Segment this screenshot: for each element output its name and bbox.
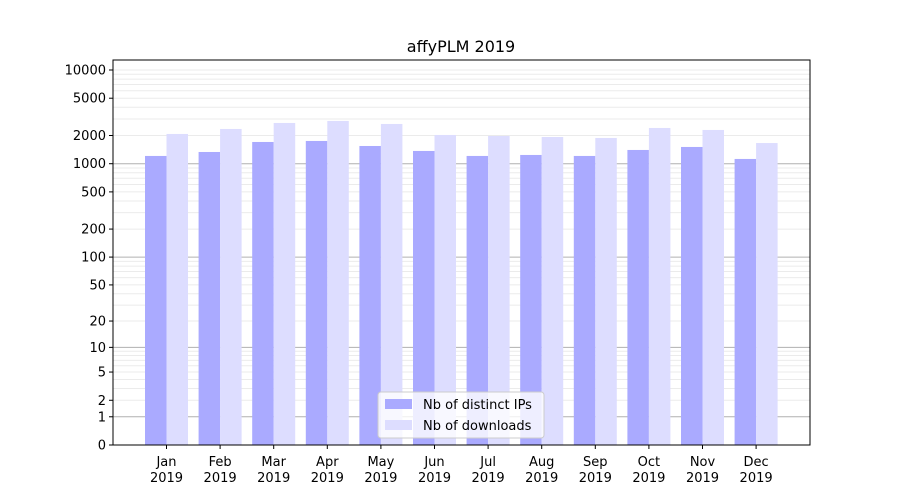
legend-frame [377, 391, 545, 439]
x-tick-label-year: 2019 [472, 471, 505, 486]
bar-downloads [327, 120, 349, 445]
y-tick-label: 2 [98, 394, 106, 409]
bar-distinct-ips [681, 146, 703, 445]
bar-distinct-ips [413, 150, 435, 446]
bar-downloads [541, 137, 564, 445]
x-tick-label-year: 2019 [418, 471, 451, 486]
bar-downloads [380, 123, 403, 446]
bar-distinct-ips [466, 155, 489, 445]
bar-distinct-ips [359, 145, 381, 445]
bar-distinct-ips [252, 141, 274, 446]
x-tick-label-year: 2019 [364, 471, 397, 486]
chart-title: affyPLM 2019 [407, 37, 515, 56]
y-tick-label: 2000 [73, 129, 106, 144]
x-tick-label-month: Mar [261, 455, 286, 470]
bar-downloads [220, 128, 242, 445]
y-tick-label: 20 [89, 315, 106, 330]
y-tick-label: 1000 [73, 157, 106, 172]
x-tick-label-year: 2019 [257, 471, 290, 486]
bar-downloads [702, 129, 724, 446]
x-tick-label-month: Jun [423, 455, 444, 470]
x-tick-label-year: 2019 [579, 471, 612, 486]
bar-downloads [595, 137, 617, 445]
bar-distinct-ips [145, 155, 167, 445]
bar-distinct-ips [520, 154, 542, 445]
y-tick-label: 10000 [65, 63, 106, 78]
bar-distinct-ips [627, 149, 649, 445]
bar-distinct-ips [734, 158, 757, 445]
y-tick-label: 50 [89, 278, 106, 293]
x-tick-label-month: Dec [744, 455, 769, 470]
bar-downloads [756, 143, 778, 445]
legend-label-ips: Nb of distinct IPs [423, 398, 532, 413]
y-tick-label: 5 [98, 366, 106, 381]
y-tick-label: 10 [89, 341, 106, 356]
y-axis: 0 12 5 10 20 50 100 200 500 1000 2000 5000 10000 [65, 63, 113, 454]
bar-distinct-ips [573, 155, 596, 445]
x-tick-label-year: 2019 [150, 471, 183, 486]
y-tick-label: 1 [98, 410, 106, 425]
x-tick-label-year: 2019 [632, 471, 665, 486]
bar-downloads [488, 135, 510, 445]
x-tick-label-year: 2019 [686, 471, 719, 486]
x-tick-label-month: Apr [316, 455, 339, 470]
x-tick-label-month: Jan [155, 455, 176, 470]
bar-downloads [273, 122, 296, 445]
x-tick-label-month: Aug [529, 455, 554, 470]
bar-downloads [434, 134, 456, 445]
legend: Nb of distinct IPs Nb of downloads [377, 391, 545, 439]
x-tick-label-month: May [367, 455, 394, 470]
y-tick-label: 500 [81, 185, 106, 200]
x-tick-label-month: Feb [209, 455, 232, 470]
legend-swatch-downloads [385, 420, 412, 430]
bar-distinct-ips [198, 151, 221, 445]
bars [145, 120, 778, 446]
plot-frame [112, 59, 811, 446]
x-tick-label-month: Sep [583, 455, 608, 470]
legend-label-downloads: Nb of downloads [423, 419, 532, 434]
bar-distinct-ips [305, 140, 328, 445]
y-tick-label: 0 [98, 439, 106, 454]
y-tick-label: 100 [81, 251, 106, 266]
bar-downloads [648, 127, 671, 445]
legend-swatch-ips [385, 399, 412, 409]
bar-downloads [166, 133, 188, 445]
x-tick-label-year: 2019 [311, 471, 344, 486]
x-tick-label-year: 2019 [740, 471, 773, 486]
y-tick-label: 5000 [73, 92, 106, 107]
x-tick-label-month: Nov [690, 455, 716, 470]
y-tick-label: 200 [81, 223, 106, 238]
x-tick-label-month: Oct [638, 455, 660, 470]
x-tick-label-year: 2019 [204, 471, 237, 486]
x-axis: Jan2019Feb2019Mar2019Apr2019May2019Jun20… [150, 445, 773, 486]
x-tick-label-year: 2019 [525, 471, 558, 486]
x-tick-label-month: Jul [479, 455, 496, 470]
